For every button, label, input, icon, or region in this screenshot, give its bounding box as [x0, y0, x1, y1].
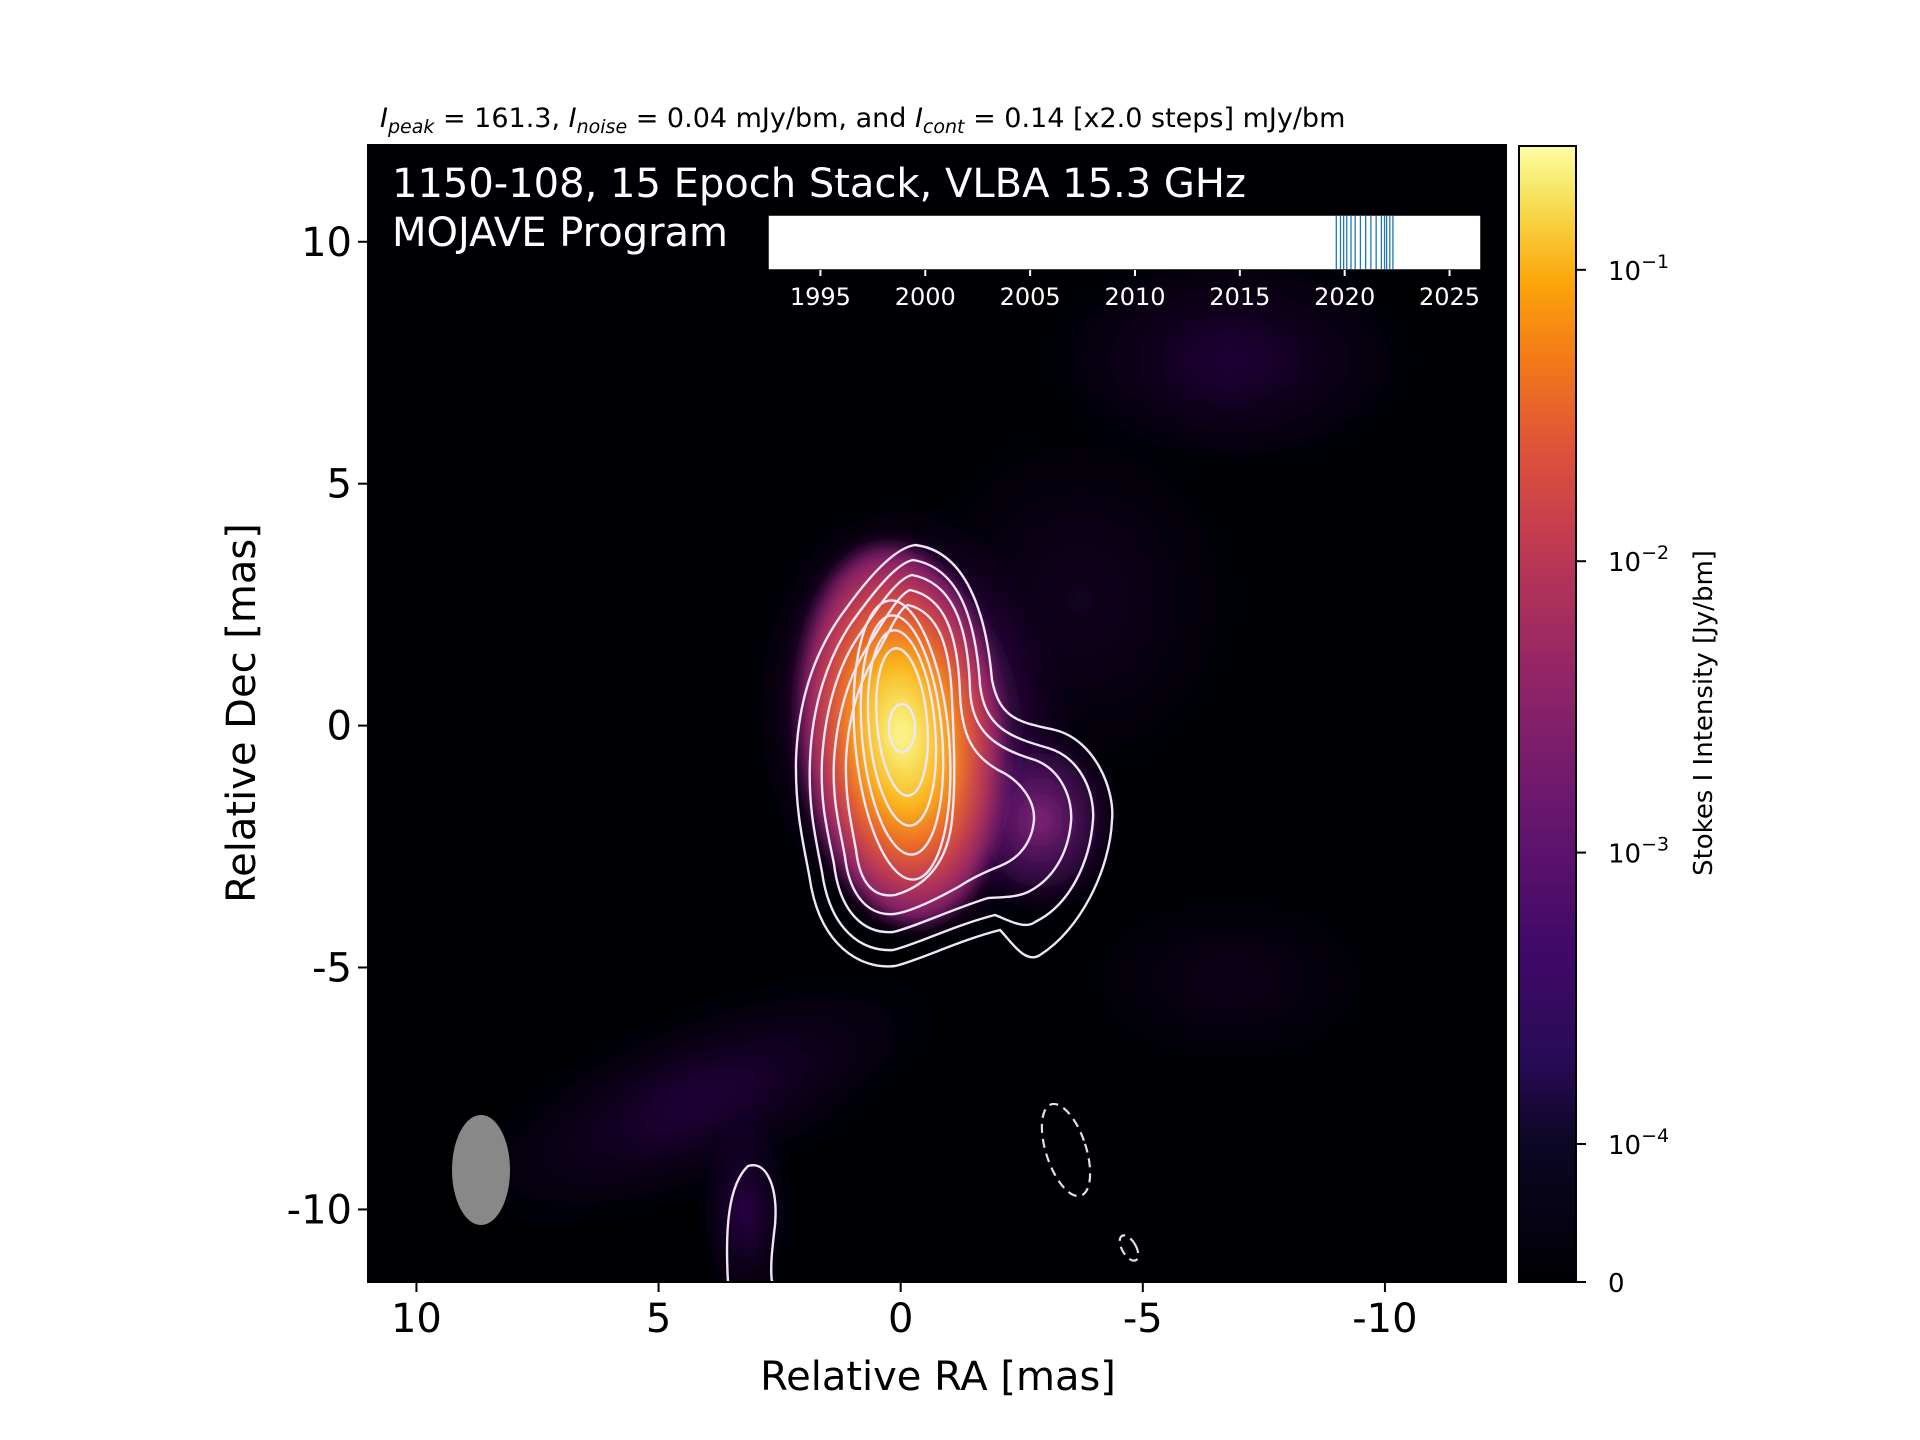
y-axis-ticks: 10 5 0 -5 -10 [287, 220, 368, 1233]
colorbar-label: Stokes I Intensity [Jy/bm] [1689, 550, 1719, 876]
epoch-tick-label: 2000 [895, 283, 956, 311]
colorbar-ticks: 010−410−310−210−1 [1576, 251, 1669, 1299]
epoch-tick-label: 2025 [1419, 283, 1480, 311]
x-axis-ticks: 10 5 0 -5 -10 [391, 1282, 1418, 1342]
image-frame [367, 144, 1507, 1283]
negative-contour-1 [1040, 1102, 1092, 1198]
contour-level-7 [859, 614, 945, 856]
faint-emission-s [695, 1100, 795, 1282]
colorbar-tick-exp: −3 [1641, 834, 1669, 856]
colorbar-tick-base: 10 [1608, 1131, 1641, 1161]
header-i-peak-sub: peak [387, 116, 435, 138]
contour-south [725, 1164, 777, 1282]
y-tick-label: 10 [301, 220, 352, 266]
header-i-cont-sym: I [915, 103, 923, 134]
header-stats: Ipeak = 161.3, Inoise = 0.04 mJy/bm, and… [380, 103, 1345, 138]
header-i-noise-sym: I [569, 103, 577, 134]
y-tick-label: 5 [327, 462, 352, 508]
header-i-peak-sym: I [380, 103, 388, 134]
x-axis-label: Relative RA [mas] [760, 1354, 1116, 1400]
plot-title-line1: 1150-108, 15 Epoch Stack, VLBA 15.3 GHz [392, 161, 1246, 207]
epoch-tick-label: 1995 [790, 283, 851, 311]
contour-level-1 [794, 543, 1114, 968]
colorbar-tick-label: 10−2 [1608, 542, 1669, 578]
contour-level-4 [832, 588, 1036, 916]
colorbar-tick-exp: −1 [1641, 251, 1669, 273]
epoch-tick-label: 2015 [1209, 283, 1270, 311]
contour-level-8 [866, 629, 938, 827]
epoch-tick-label: 2010 [1104, 283, 1165, 311]
colorbar-tick-label: 0 [1608, 1269, 1625, 1299]
header-i-peak-val: = 161.3, [434, 103, 568, 134]
contour-level-2 [808, 558, 1095, 952]
epoch-tick-label: 2005 [1000, 283, 1061, 311]
contour-level-3 [820, 573, 1073, 934]
y-axis-label: Relative Dec [mas] [219, 523, 265, 903]
header-i-cont-val: = 0.14 [x2.0 steps] mJy/bm [964, 103, 1345, 134]
colorbar-tick-base: 10 [1608, 548, 1641, 578]
colorbar: 010−410−310−210−1 Stokes I Intensity [Jy… [1518, 145, 1719, 1299]
colorbar-frame [1518, 145, 1577, 1283]
image-panel: 1150-108, 15 Epoch Stack, VLBA 15.3 GHz … [287, 144, 1507, 1342]
plot-title-line2: MOJAVE Program [392, 210, 728, 256]
epoch-timeline: 1995 2000 2005 2010 2015 2020 2025 [767, 214, 1482, 311]
colorbar-tick-exp: −2 [1641, 542, 1669, 564]
header-i-cont-sub: cont [923, 116, 966, 138]
x-tick-label: 10 [391, 1296, 442, 1342]
x-tick-label: -5 [1123, 1296, 1163, 1342]
negative-contour-2 [1118, 1234, 1140, 1262]
y-tick-label: 0 [327, 704, 352, 750]
colorbar-gradient [1519, 146, 1576, 1282]
epoch-marks [1335, 216, 1394, 269]
x-tick-label: -10 [1352, 1296, 1417, 1342]
y-tick-label: -10 [287, 1187, 352, 1233]
epoch-timeline-box [767, 214, 1482, 271]
x-tick-label: 0 [888, 1296, 913, 1342]
colorbar-tick-label: 10−3 [1608, 834, 1669, 870]
colorbar-tick-label: 10−4 [1608, 1125, 1669, 1161]
contour-set [725, 543, 1114, 1282]
negative-contours [1040, 1102, 1140, 1262]
colorbar-tick-label: 10−1 [1608, 251, 1669, 287]
faint-emission-sw [438, 965, 962, 1235]
header-i-noise-sub: noise [577, 116, 628, 138]
epoch-tick-label: 2020 [1314, 283, 1375, 311]
faint-emission-se [1050, 880, 1410, 1080]
x-tick-label: 5 [646, 1296, 671, 1342]
header-i-noise-val: = 0.04 mJy/bm, and [627, 103, 915, 134]
epoch-ticks: 1995 2000 2005 2010 2015 2020 2025 [790, 270, 1480, 311]
colorbar-tick-base: 10 [1608, 840, 1641, 870]
colorbar-tick-base: 10 [1608, 257, 1641, 287]
colorbar-tick-exp: −4 [1641, 1125, 1669, 1147]
colorbar-tick-text: 0 [1608, 1269, 1625, 1299]
y-tick-label: -5 [312, 946, 352, 992]
contour-level-9 [875, 647, 929, 797]
contour-level-5 [844, 603, 956, 897]
contour-level-10 [887, 702, 917, 754]
contour-level-6 [852, 599, 952, 881]
beam-ellipse [452, 1115, 510, 1225]
